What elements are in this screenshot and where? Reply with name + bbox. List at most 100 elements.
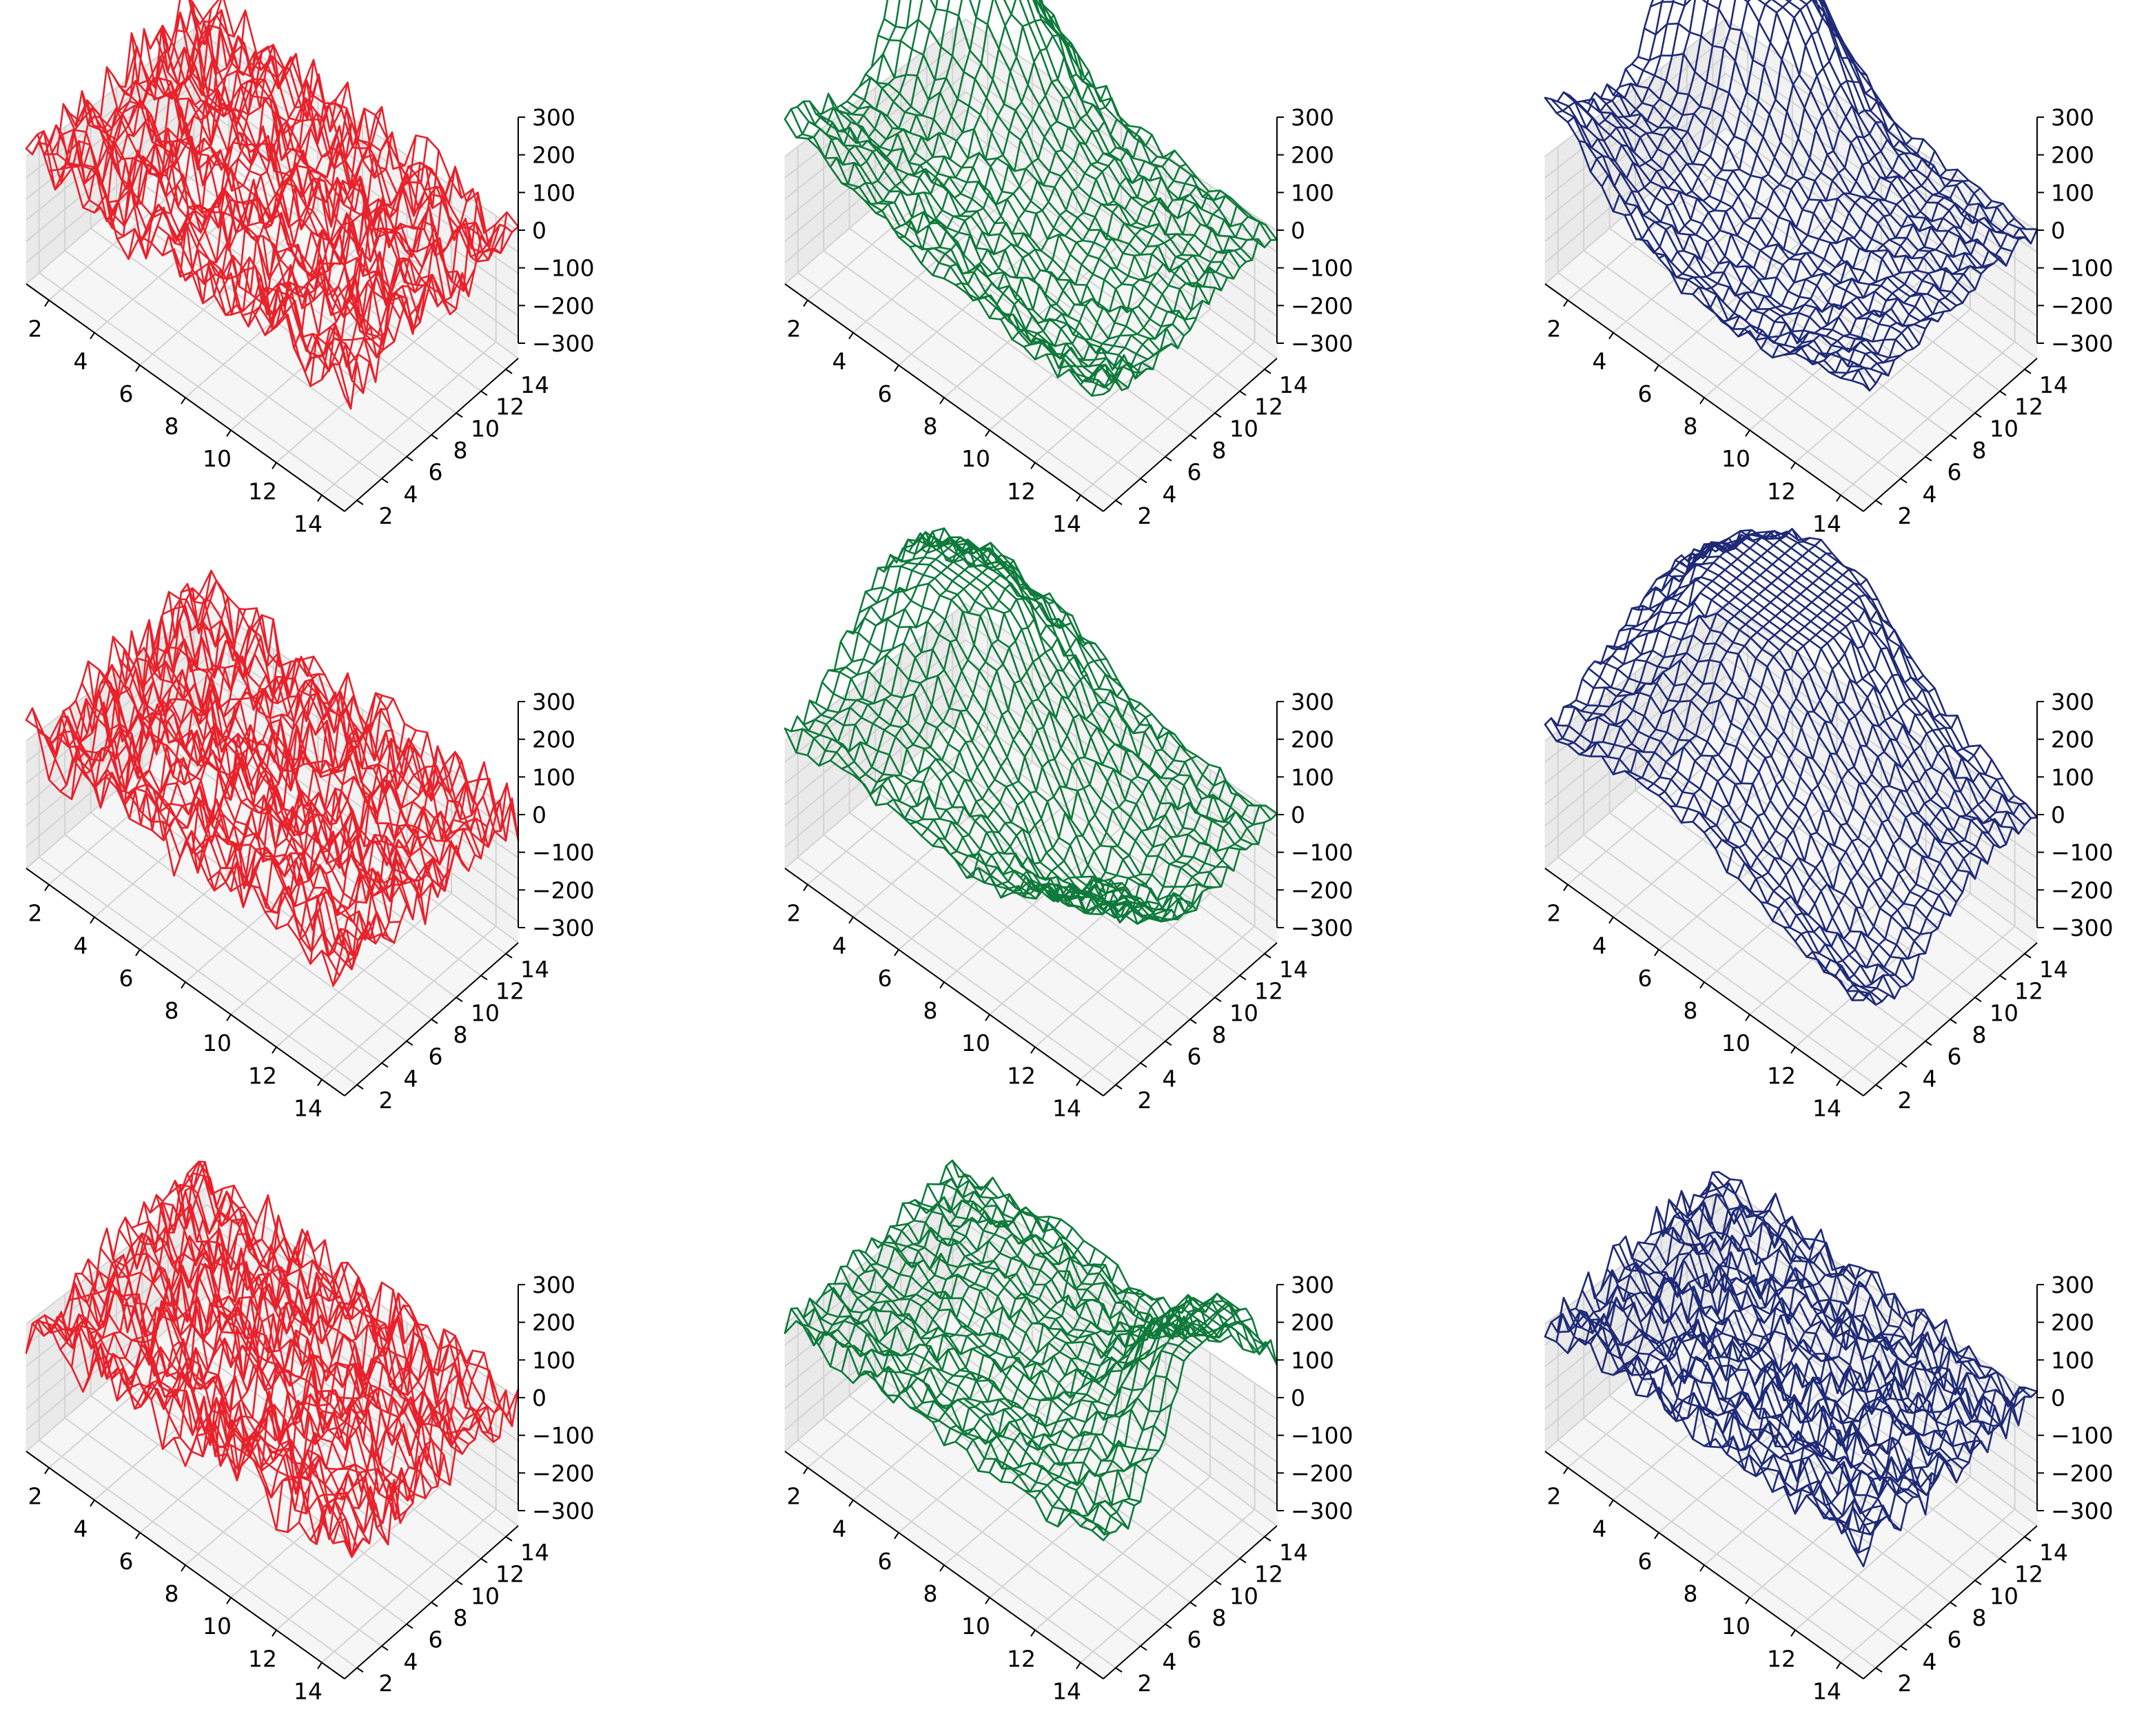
z-tick-label: −300 <box>2051 1498 2114 1524</box>
x-tick-label: 6 <box>1638 380 1653 407</box>
x-tick <box>1563 884 1568 892</box>
surface-col-line <box>196 707 371 855</box>
surface-col-line <box>1715 100 1890 323</box>
y-tick <box>1925 1040 1932 1046</box>
grid-line-y <box>900 1350 1216 1582</box>
z-tick-label: 100 <box>1291 764 1334 790</box>
x-tick <box>1836 1662 1841 1669</box>
x-tick <box>985 1014 990 1021</box>
surface-col-line <box>875 0 1051 214</box>
x-tick <box>226 1014 232 1021</box>
x-tick-label: 6 <box>1638 1548 1653 1575</box>
y-tick <box>1115 1667 1123 1673</box>
y-tick-label: 12 <box>2014 978 2043 1005</box>
surface-wireframe <box>784 1159 1278 1542</box>
x-tick <box>1030 462 1036 469</box>
y-tick <box>381 1062 389 1068</box>
x-tick-label: 2 <box>28 900 43 927</box>
x-tick <box>1076 494 1081 502</box>
surface-wireframe <box>784 527 1278 925</box>
surface-col-line <box>332 211 508 382</box>
surface-col-line <box>909 617 1085 825</box>
y-tick-label: 6 <box>1947 1626 1962 1653</box>
surface-col-line <box>1555 0 1664 114</box>
y-tick-label: 2 <box>1898 1087 1912 1114</box>
surface-col-line <box>161 96 338 257</box>
y-tick <box>1239 1558 1247 1564</box>
surface-col-line <box>275 1328 451 1531</box>
surface-col-line <box>818 1176 994 1347</box>
grid-line-y <box>848 227 1166 458</box>
surface-col-line <box>806 527 983 757</box>
y-tick <box>505 369 513 374</box>
grid-line-y <box>797 857 1116 1085</box>
surface-col-line <box>954 118 1130 286</box>
x-tick-label: 2 <box>28 316 43 343</box>
grid-line-z <box>784 127 1278 359</box>
x-tick <box>181 397 186 405</box>
y-tick-label: 12 <box>495 1561 524 1588</box>
grid-line-z <box>25 1276 519 1506</box>
x-tick-label: 10 <box>203 1613 232 1640</box>
z-tick-label: 300 <box>532 688 575 715</box>
y-tick-label: 6 <box>1187 1626 1202 1653</box>
surface-col-line <box>1657 552 1834 797</box>
y-tick-label: 2 <box>379 1670 393 1697</box>
x-tick <box>226 1597 232 1604</box>
surface-col-line <box>25 582 201 746</box>
surface-col-line <box>1692 45 1868 296</box>
x-tick-label: 2 <box>787 1483 801 1510</box>
z-tick-label: −300 <box>1291 1498 1353 1524</box>
x-tick-label: 4 <box>1593 932 1607 959</box>
z-tick-label: −300 <box>532 915 595 941</box>
y-tick-label: 4 <box>1923 1648 1937 1675</box>
surface-col-line <box>1862 228 2038 392</box>
surface-col-line <box>82 1212 258 1393</box>
surface-col-line <box>806 1179 983 1347</box>
x-tick <box>1699 397 1705 405</box>
surface-col-line <box>943 1264 1119 1447</box>
y-tick <box>431 434 438 440</box>
surface-col-line <box>196 108 371 305</box>
surface-col-line <box>1056 194 1233 378</box>
z-tick-label: 100 <box>1291 1347 1334 1374</box>
y-tick-label: 10 <box>1990 415 2018 442</box>
y-tick-label: 6 <box>429 1043 443 1070</box>
surface-col-line <box>25 1161 201 1354</box>
surface-col-line <box>852 1210 1028 1385</box>
surface-col-line <box>1612 0 1722 213</box>
grid-line-z <box>1544 657 2038 880</box>
surface-col-line <box>252 731 429 908</box>
x-tick-label: 14 <box>1052 1094 1081 1121</box>
grid-line-y <box>90 227 407 458</box>
z-tick-label: 100 <box>2051 1347 2094 1374</box>
x-tick <box>985 1597 990 1604</box>
surface-col-line <box>1817 758 1993 973</box>
x-tick-label: 2 <box>1547 316 1562 343</box>
y-tick <box>1950 434 1957 440</box>
x-tick <box>848 1500 854 1507</box>
y-tick-label: 14 <box>520 956 549 983</box>
x-tick <box>1745 429 1750 437</box>
y-tick-label: 14 <box>1279 956 1308 983</box>
surface-col-line <box>1851 227 2027 382</box>
surface-col-line <box>1851 802 2027 1001</box>
surface-col-line <box>1794 1345 1970 1515</box>
surface-col-line <box>852 0 963 191</box>
x-tick-label: 12 <box>248 1062 277 1089</box>
surface-col-line <box>184 1276 360 1467</box>
y-tick <box>1264 953 1271 959</box>
y-tick <box>1214 997 1222 1003</box>
surface-col-line <box>977 1294 1153 1472</box>
y-tick-label: 6 <box>429 459 443 486</box>
x-tick-label: 8 <box>1684 413 1698 440</box>
z-tick-label: 300 <box>1291 688 1334 715</box>
surface-col-line <box>784 1159 960 1334</box>
y-tick-label: 6 <box>1187 1043 1202 1070</box>
surface-col-line <box>841 542 1016 770</box>
y-tick <box>1214 1580 1222 1586</box>
surface-col-line <box>1806 1358 1981 1507</box>
surface-col-line <box>116 55 292 240</box>
surface-col-line <box>818 536 994 767</box>
